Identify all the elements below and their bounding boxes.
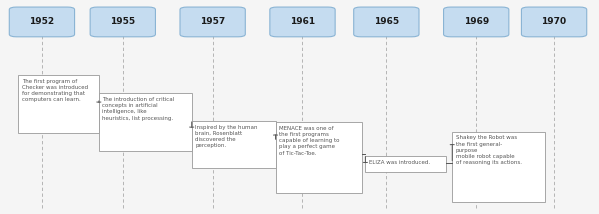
Bar bbox=[365, 156, 446, 172]
FancyBboxPatch shape bbox=[90, 7, 156, 37]
Bar bbox=[99, 93, 192, 151]
Text: 1955: 1955 bbox=[110, 17, 135, 27]
FancyBboxPatch shape bbox=[443, 7, 509, 37]
Text: 1961: 1961 bbox=[290, 17, 315, 27]
Text: 1957: 1957 bbox=[200, 17, 225, 27]
Bar bbox=[192, 121, 276, 168]
Text: 1970: 1970 bbox=[541, 17, 567, 27]
Bar bbox=[18, 75, 99, 133]
Text: MENACE was one of
the first programs
capable of learning to
play a perfect game
: MENACE was one of the first programs cap… bbox=[279, 126, 340, 156]
Text: The first program of
Checker was introduced
for demonstrating that
computers can: The first program of Checker was introdu… bbox=[22, 79, 87, 102]
Text: 1965: 1965 bbox=[374, 17, 399, 27]
FancyBboxPatch shape bbox=[10, 7, 75, 37]
Bar bbox=[276, 122, 362, 193]
Bar bbox=[452, 132, 545, 202]
Text: ELIZA was introduced.: ELIZA was introduced. bbox=[369, 160, 430, 165]
FancyBboxPatch shape bbox=[180, 7, 246, 37]
FancyBboxPatch shape bbox=[522, 7, 587, 37]
Text: 1969: 1969 bbox=[464, 17, 489, 27]
Text: The introduction of critical
concepts in artificial
intelligence, like
heuristic: The introduction of critical concepts in… bbox=[102, 97, 175, 120]
Text: Shakey the Robot was
the first general-
purpose
mobile robot capable
of reasonin: Shakey the Robot was the first general- … bbox=[456, 135, 522, 165]
Text: 1952: 1952 bbox=[29, 17, 55, 27]
FancyBboxPatch shape bbox=[270, 7, 335, 37]
FancyBboxPatch shape bbox=[353, 7, 419, 37]
Text: Inspired by the human
brain, Rosenblatt
discovered the
perception.: Inspired by the human brain, Rosenblatt … bbox=[195, 125, 258, 148]
